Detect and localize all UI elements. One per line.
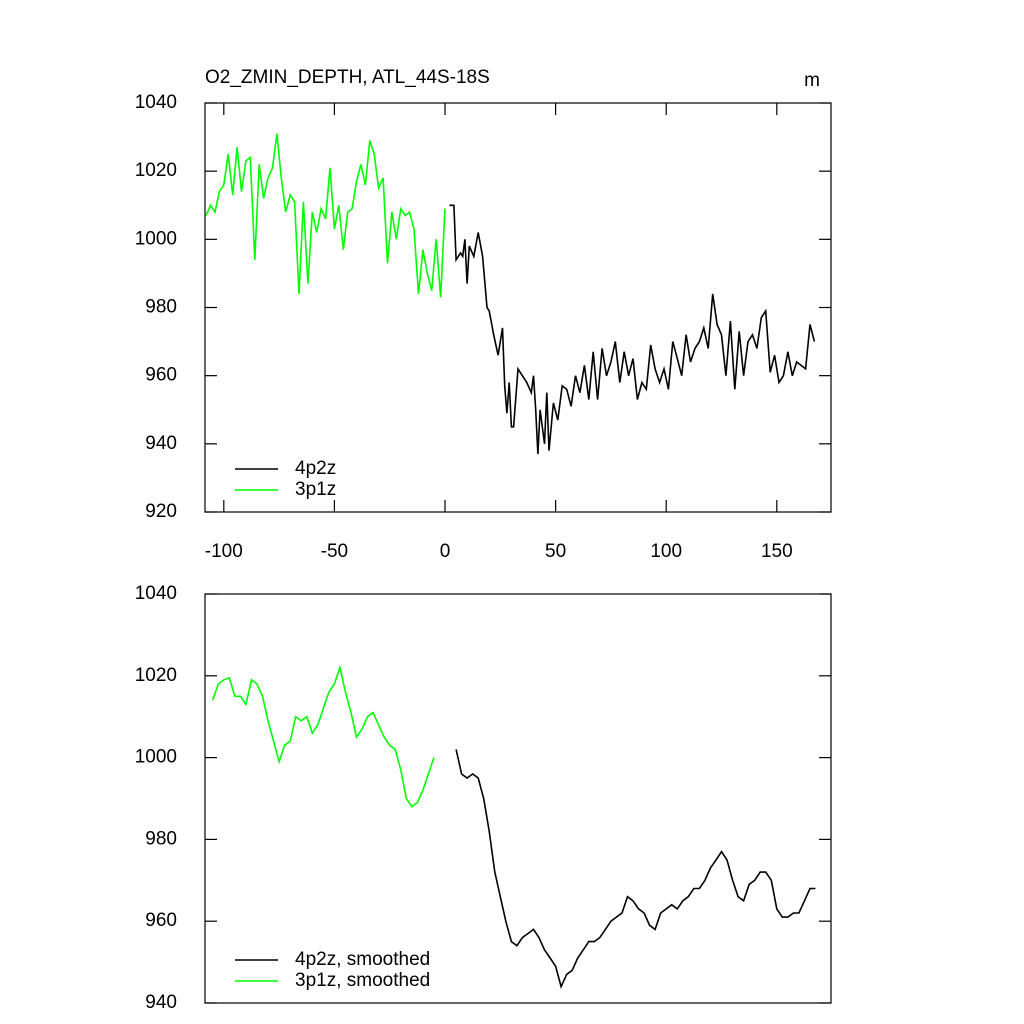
x-tick-label: 150 <box>761 541 793 562</box>
y-tick-label: 1020 <box>135 160 177 181</box>
data-line <box>205 133 446 298</box>
chart-title: O2_ZMIN_DEPTH, ATL_44S-18S <box>205 67 490 88</box>
plot-frame <box>204 593 832 1004</box>
legend-label: 4p2z <box>295 458 336 479</box>
y-tick-label: 960 <box>145 910 177 931</box>
y-tick-label: 1040 <box>135 92 177 113</box>
data-line <box>449 204 816 455</box>
x-tick-label: 100 <box>650 541 682 562</box>
legend-label: 4p2z, smoothed <box>295 949 430 970</box>
y-tick-label: 980 <box>145 297 177 318</box>
x-tick-label: 50 <box>545 541 566 562</box>
y-tick-label: 1000 <box>135 747 177 768</box>
data-line <box>211 664 435 808</box>
y-tick-label: 960 <box>145 365 177 386</box>
units-label: m <box>804 70 820 91</box>
x-tick-label: -100 <box>205 541 243 562</box>
y-tick-label: 1020 <box>135 665 177 686</box>
y-tick-label: 940 <box>145 992 177 1013</box>
y-tick-label: 980 <box>145 828 177 849</box>
y-tick-label: 1000 <box>135 228 177 249</box>
x-tick-label: 0 <box>440 541 451 562</box>
y-tick-label: 1040 <box>135 583 177 604</box>
legend-label: 3p1z <box>295 479 336 500</box>
y-tick-label: 940 <box>145 433 177 454</box>
x-tick-label: -50 <box>321 541 348 562</box>
y-tick-label: 920 <box>145 501 177 522</box>
data-line <box>455 749 816 989</box>
legend-label: 3p1z, smoothed <box>295 970 430 991</box>
plot-frame <box>204 102 832 513</box>
